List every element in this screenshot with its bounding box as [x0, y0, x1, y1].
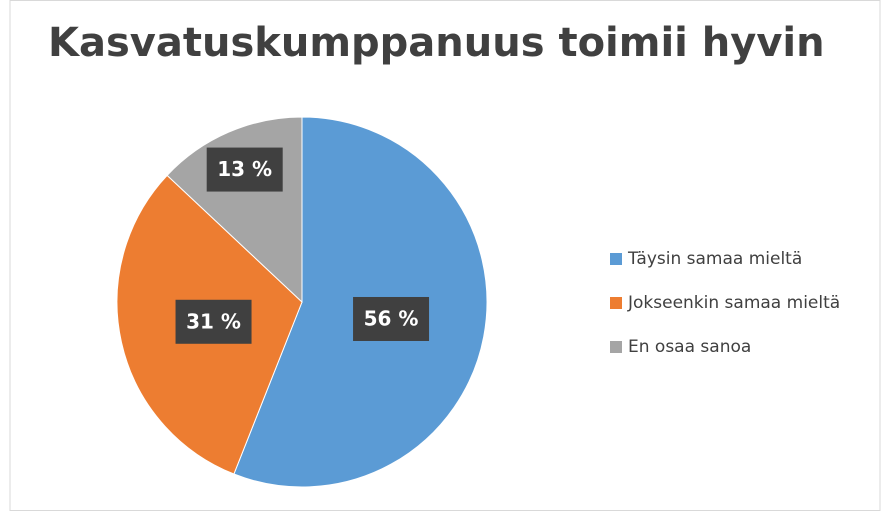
chart-title: Kasvatuskumppanuus toimii hyvin	[48, 20, 825, 66]
legend-label: En osaa sanoa	[628, 337, 751, 357]
legend-label: Täysin samaa mieltä	[627, 249, 802, 269]
legend-swatch	[610, 297, 622, 309]
legend-swatch	[610, 341, 622, 353]
data-label: 13 %	[217, 157, 272, 181]
data-label: 31 %	[186, 309, 241, 333]
legend-label: Jokseenkin samaa mieltä	[627, 293, 840, 313]
data-label: 56 %	[364, 306, 419, 330]
legend-swatch	[610, 253, 622, 265]
data-label-box	[175, 299, 252, 344]
data-label-box	[206, 147, 283, 192]
data-label-box	[353, 296, 430, 341]
